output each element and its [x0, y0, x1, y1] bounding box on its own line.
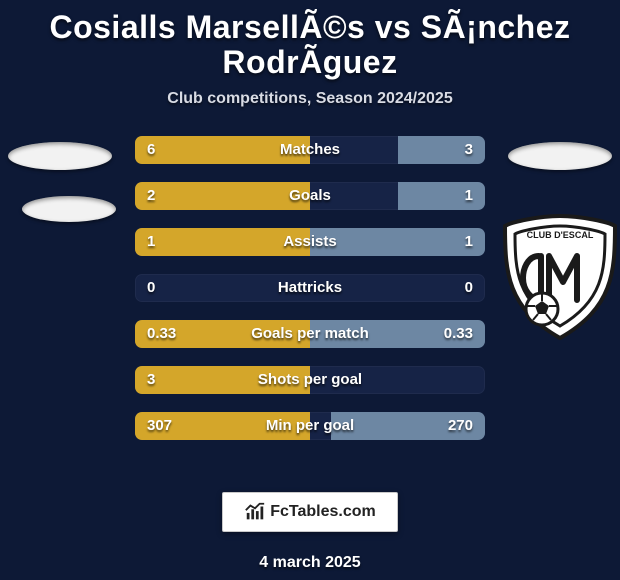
right-player-photo-placeholder [508, 142, 612, 170]
stat-left-value: 2 [135, 182, 167, 210]
stat-left-value: 0.33 [135, 320, 188, 348]
page-title: Cosialls MarsellÃ©s vs SÃ¡nchez RodrÃ­gu… [0, 0, 620, 84]
stat-left-value: 307 [135, 412, 184, 440]
subtitle: Club competitions, Season 2024/2025 [0, 90, 620, 108]
stat-left-value: 6 [135, 136, 167, 164]
generation-date: 4 march 2025 [0, 554, 620, 572]
stat-row: 3Shots per goal [135, 366, 485, 394]
svg-text:CLUB D'ESCAL: CLUB D'ESCAL [527, 230, 594, 240]
chart-icon [244, 501, 266, 523]
branding-box[interactable]: FcTables.com [222, 492, 398, 532]
stat-right-value: 270 [436, 412, 485, 440]
right-player-column: CLUB D'ESCAL [500, 136, 620, 342]
stat-right-value: 1 [453, 228, 485, 256]
stat-left-value: 0 [135, 274, 167, 302]
stats-bars: 63Matches21Goals11Assists00Hattricks0.33… [135, 136, 485, 440]
stat-right-value: 0.33 [432, 320, 485, 348]
stat-right-value: 1 [453, 182, 485, 210]
stat-left-value: 1 [135, 228, 167, 256]
shield-icon: CLUB D'ESCAL [501, 212, 619, 342]
left-player-club-placeholder [22, 196, 116, 222]
stat-row: 00Hattricks [135, 274, 485, 302]
stat-left-value: 3 [135, 366, 167, 394]
stat-row: 307270Min per goal [135, 412, 485, 440]
stat-right-value: 0 [453, 274, 485, 302]
stat-row: 0.330.33Goals per match [135, 320, 485, 348]
stat-row: 11Assists [135, 228, 485, 256]
stat-row: 63Matches [135, 136, 485, 164]
left-player-photo-placeholder [8, 142, 112, 170]
stat-right-value [461, 366, 485, 394]
left-player-column [0, 136, 120, 222]
stat-row: 21Goals [135, 182, 485, 210]
branding-label: FcTables.com [270, 503, 376, 521]
right-player-club-badge: CLUB D'ESCAL [501, 212, 619, 342]
comparison-arena: CLUB D'ESCAL 63Matches21Goals11Assists00… [0, 136, 620, 466]
stat-right-value: 3 [453, 136, 485, 164]
